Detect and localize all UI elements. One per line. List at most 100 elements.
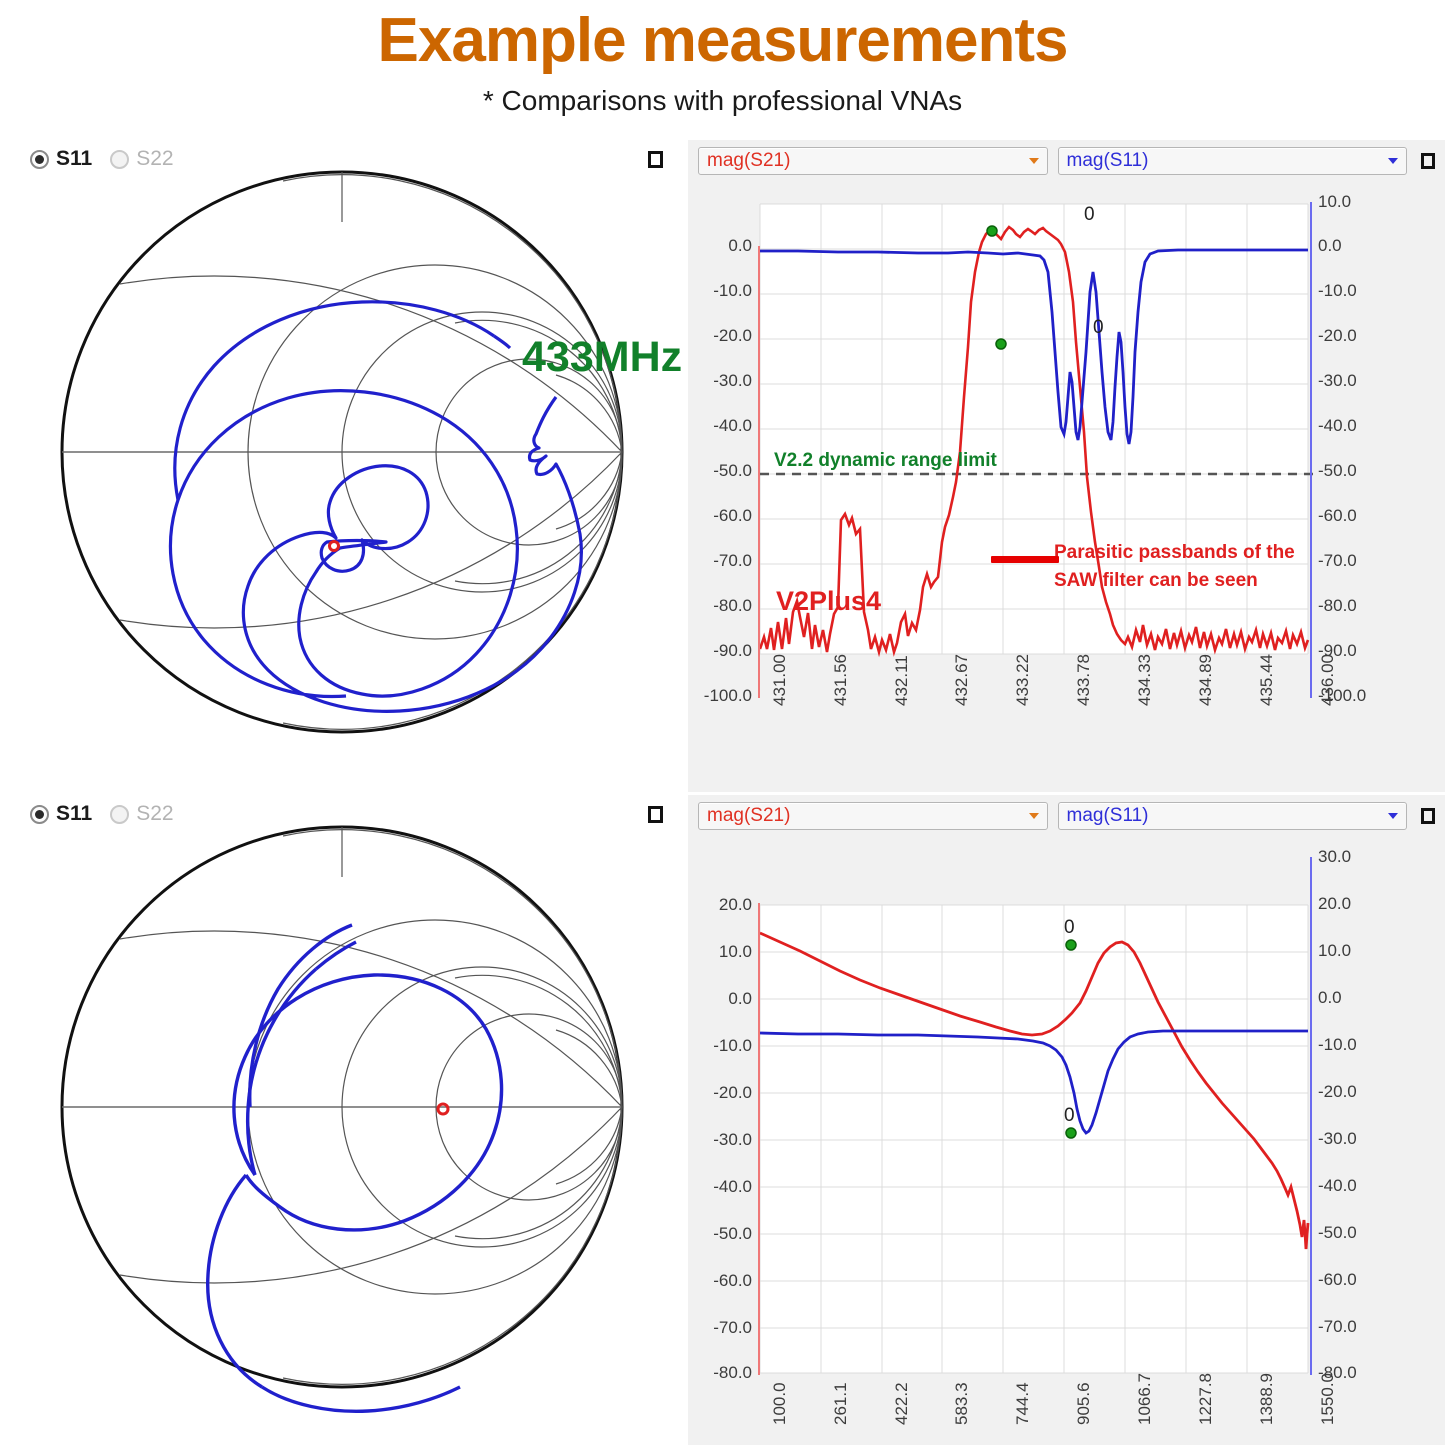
trace2-select-top[interactable]: mag(S11) — [1057, 147, 1407, 175]
trace1-select-top[interactable]: mag(S21) — [698, 147, 1048, 175]
xtick: 261.1 — [831, 1382, 850, 1425]
chevron-down-icon[interactable] — [1388, 158, 1398, 164]
chart-toolbar-bottom: mag(S21) mag(S11) — [688, 795, 1445, 837]
chevron-down-icon[interactable] — [1388, 813, 1398, 819]
chart-panel-top: mag(S21) mag(S11) — [685, 140, 1445, 792]
ytick-right: -10.0 — [1318, 281, 1357, 300]
smith-toolbar-top: S11 S22 — [0, 140, 685, 178]
ytick-right: 10.0 — [1318, 192, 1352, 211]
marker-0-s21 — [986, 225, 998, 237]
right-axis-line — [1310, 857, 1312, 1375]
marker-label-s11: 0 — [1093, 317, 1104, 338]
annotation-parasitic-line1: Parasitic passbands of the — [1054, 542, 1295, 563]
radio-s22-indicator[interactable] — [110, 149, 130, 169]
chevron-down-icon[interactable] — [1028, 813, 1039, 819]
ytick-right: -20.0 — [1318, 1082, 1357, 1101]
radio-s11-label: S11 — [56, 802, 93, 825]
ytick-right: -20.0 — [1318, 326, 1357, 345]
radio-s22-top[interactable]: S22 — [110, 147, 174, 171]
ytick-left: -70.0 — [713, 1318, 752, 1337]
xtick: 1066.7 — [1135, 1373, 1154, 1425]
ytick-right: -40.0 — [1318, 416, 1357, 435]
xtick: 432.11 — [892, 655, 911, 706]
smith-trace — [168, 389, 583, 713]
ytick-left: -40.0 — [713, 1177, 752, 1196]
chart-body-top: 0.0 -10.0 -20.0 -30.0 -40.0 -50.0 -60.0 … — [688, 182, 1445, 792]
xtick: 1550.0 — [1318, 1373, 1337, 1425]
xtick: 433.22 — [1013, 654, 1032, 706]
trace2-select-bottom[interactable]: mag(S11) — [1057, 802, 1407, 830]
panel-grid: S11 S22 — [0, 140, 1445, 1445]
radio-s22-indicator[interactable] — [110, 804, 130, 824]
smith-toolbar-bottom: S11 S22 — [0, 795, 685, 833]
ytick-right: -60.0 — [1318, 1270, 1357, 1289]
ytick-left: -30.0 — [713, 1130, 752, 1149]
ytick-left: 20.0 — [718, 895, 752, 914]
xtick: 100.0 — [770, 1382, 789, 1425]
page-subtitle: * Comparisons with professional VNAs — [482, 85, 963, 117]
ytick-right: -60.0 — [1318, 506, 1357, 525]
right-axis-line — [1310, 202, 1312, 698]
ytick-left: 0.0 — [728, 236, 752, 255]
xtick: 1388.9 — [1257, 1373, 1276, 1425]
xtick: 435.44 — [1257, 654, 1276, 706]
smith-panel-bottom: S11 S22 — [0, 792, 685, 1445]
radio-s22-label: S22 — [136, 147, 174, 170]
xtick: 1227.8 — [1196, 1373, 1215, 1425]
chevron-down-icon[interactable] — [1028, 158, 1039, 164]
ytick-right: -80.0 — [1318, 596, 1357, 615]
annotation-v2plus4: V2Plus4 — [776, 586, 882, 616]
radio-s22-bottom[interactable]: S22 — [110, 802, 174, 826]
marker-label-s21: 0 — [1084, 204, 1095, 225]
xtick: 436.00 — [1318, 654, 1337, 706]
smith-chart-bottom[interactable] — [0, 817, 685, 1442]
ytick-left: -60.0 — [713, 1271, 752, 1290]
xtick: 431.56 — [831, 654, 850, 706]
ytick-right: -90.0 — [1318, 641, 1357, 660]
chart-toolbar-top: mag(S21) mag(S11) — [688, 140, 1445, 182]
page-header: Example measurements * Comparisons with … — [0, 0, 1445, 115]
annotation-parasitic-line2: SAW filter can be seen — [1054, 570, 1258, 591]
ytick-left: -70.0 — [713, 551, 752, 570]
chart-svg-bottom — [759, 904, 1310, 1374]
ytick-left: -100.0 — [703, 686, 752, 705]
maximize-icon[interactable] — [648, 806, 663, 823]
radio-s11-top[interactable]: S11 — [30, 147, 92, 171]
ytick-right: -70.0 — [1318, 1317, 1357, 1336]
left-axis-line — [758, 246, 760, 698]
trace-mag-s21 — [759, 931, 1310, 1250]
trace-mag-s21 — [758, 225, 1310, 658]
ytick-right: -80.0 — [1318, 1363, 1357, 1382]
ytick-left: -80.0 — [713, 596, 752, 615]
radio-s11-indicator[interactable] — [30, 149, 49, 169]
marker-label-s11: 0 — [1064, 1105, 1075, 1126]
chart-svg-top — [758, 203, 1318, 658]
marker-0-s11 — [995, 338, 1007, 350]
radio-s11-indicator[interactable] — [30, 804, 49, 824]
ytick-right: 10.0 — [1318, 941, 1352, 960]
trace1-select-label: mag(S21) — [707, 150, 791, 171]
radio-s22-label: S22 — [136, 802, 174, 825]
ytick-left: -50.0 — [713, 461, 752, 480]
ytick-left: -90.0 — [713, 641, 752, 660]
maximize-icon[interactable] — [1421, 808, 1435, 824]
left-axis-line — [758, 903, 760, 1375]
ytick-right: -10.0 — [1318, 1035, 1357, 1054]
ytick-left: -10.0 — [713, 1036, 752, 1055]
radio-s11-label: S11 — [56, 147, 93, 170]
xtick: 431.00 — [770, 654, 789, 706]
ytick-right: -30.0 — [1318, 371, 1357, 390]
maximize-icon[interactable] — [648, 151, 663, 168]
maximize-icon[interactable] — [1421, 153, 1435, 169]
chart-body-bottom: 20.0 10.0 0.0 -10.0 -20.0 -30.0 -40.0 -5… — [688, 837, 1445, 1445]
xtick: 583.3 — [952, 1382, 971, 1425]
ytick-left: -30.0 — [713, 371, 752, 390]
xtick: 905.6 — [1074, 1382, 1093, 1425]
trace1-select-bottom[interactable]: mag(S21) — [698, 802, 1048, 830]
ytick-right: 0.0 — [1318, 236, 1342, 255]
ytick-right: -70.0 — [1318, 551, 1357, 570]
radio-s11-bottom[interactable]: S11 — [30, 802, 92, 826]
smith-chart-top[interactable] — [0, 162, 685, 787]
smith-trace — [206, 923, 504, 1413]
ytick-right: 30.0 — [1318, 847, 1352, 866]
